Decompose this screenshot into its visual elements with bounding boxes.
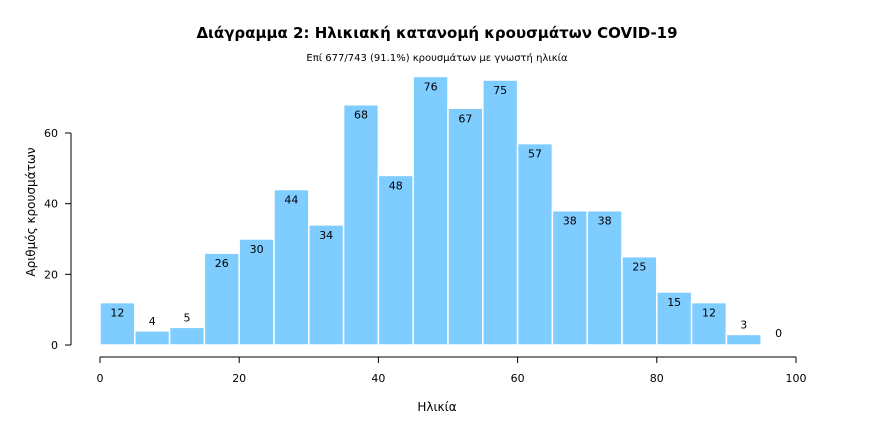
bar-value-label: 76 (424, 80, 438, 93)
bar-value-label: 67 (458, 112, 472, 125)
bar-value-label: 25 (632, 261, 646, 274)
bar-value-label: 38 (598, 215, 612, 228)
histogram-bar (203, 252, 240, 346)
x-tick-label: 20 (232, 372, 246, 385)
bar-value-label: 3 (740, 318, 747, 331)
y-tick-label: 40 (44, 198, 58, 211)
bar-value-label: 4 (149, 315, 156, 328)
histogram-bar (516, 142, 554, 346)
x-axis: 0 20 40 60 80 100 (97, 356, 807, 385)
bar-value-label: 38 (563, 215, 577, 228)
histogram-bar (690, 301, 728, 346)
bar-value-label: 34 (319, 229, 333, 242)
histogram-bar (134, 330, 171, 346)
y-tick-label: 60 (44, 127, 58, 140)
bar-value-label: 30 (250, 243, 264, 256)
histogram-bar (377, 174, 414, 346)
x-tick-label: 100 (786, 372, 807, 385)
bar-value-label: 75 (493, 84, 507, 97)
bar-value-label: 26 (215, 257, 229, 270)
x-tick-label: 40 (371, 372, 385, 385)
histogram-bar (447, 107, 484, 346)
bar-value-label: 44 (284, 194, 298, 207)
histogram-bar (412, 75, 449, 346)
x-axis-label: Ηλικία (417, 400, 457, 414)
x-tick-label: 60 (511, 372, 525, 385)
bar-value-label: 57 (528, 148, 542, 161)
chart-subtitle: Επί 677/743 (91.1%) κρουσμάτων με γνωστή… (306, 53, 568, 64)
x-tick-label: 80 (650, 372, 664, 385)
chart-title: Διάγραμμα 2: Ηλικιακή κατανομή κρουσμάτω… (196, 24, 678, 42)
histogram-bar (482, 79, 519, 346)
histogram-bar (725, 333, 762, 346)
histogram-bar (308, 224, 345, 346)
bars-group (99, 75, 762, 346)
y-axis: 0 20 40 60 (44, 127, 72, 352)
histogram-bar (238, 238, 275, 346)
bar-value-label: 68 (354, 109, 368, 122)
histogram-bar (586, 209, 623, 346)
y-tick-label: 20 (44, 268, 58, 281)
bar-value-label: 0 (775, 327, 782, 340)
bar-value-label: 12 (110, 307, 124, 320)
bar-value-label: 5 (184, 311, 191, 324)
histogram-bar (168, 326, 206, 346)
x-tick-label: 0 (97, 372, 104, 385)
bar-value-label: 15 (667, 296, 681, 309)
histogram-bar (342, 103, 380, 346)
histogram-bar (551, 209, 588, 346)
histogram-bar (273, 188, 310, 346)
histogram-bar (99, 301, 136, 346)
bar-value-label: 12 (702, 307, 716, 320)
bar-value-label: 48 (389, 179, 403, 192)
y-tick-label: 0 (51, 339, 58, 352)
